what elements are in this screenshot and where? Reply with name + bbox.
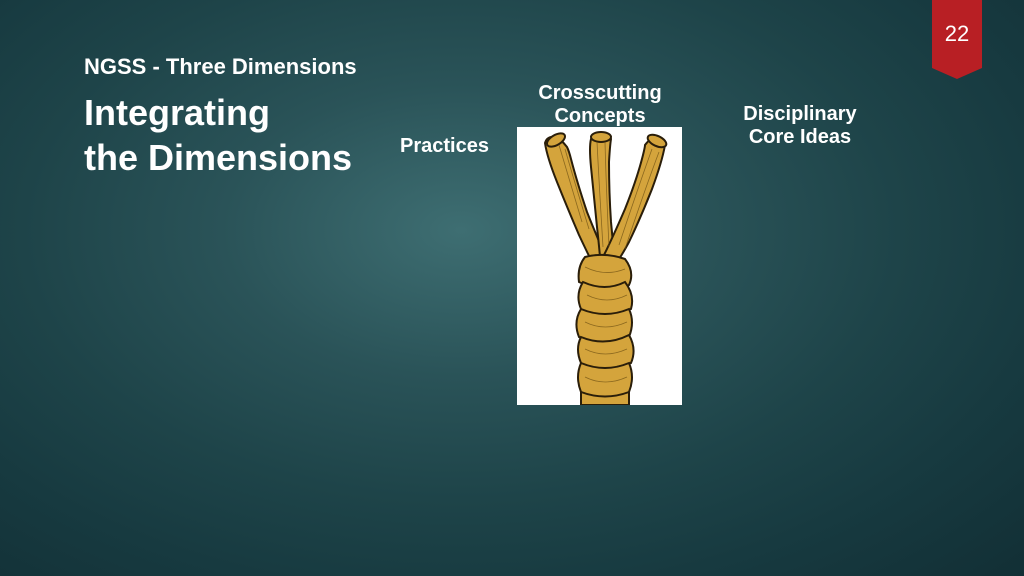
label-disciplinary: Disciplinary Core Ideas bbox=[735, 103, 865, 149]
title-line-1: Integrating bbox=[84, 90, 352, 135]
slide-header: NGSS - Three Dimensions bbox=[84, 54, 357, 80]
label-crosscutting: Crosscutting Concepts bbox=[530, 82, 670, 128]
page-number-ribbon: 22 bbox=[932, 0, 982, 68]
slide-title: Integrating the Dimensions bbox=[84, 90, 352, 180]
label-practices: Practices bbox=[400, 135, 489, 158]
rope-illustration bbox=[517, 127, 682, 405]
title-line-2: the Dimensions bbox=[84, 135, 352, 180]
page-number: 22 bbox=[945, 21, 969, 47]
rope-icon bbox=[517, 127, 682, 405]
